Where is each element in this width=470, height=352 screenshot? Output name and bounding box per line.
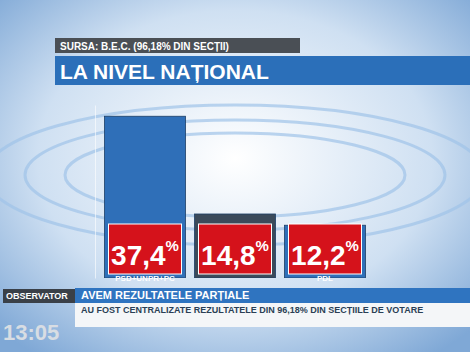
ticker-headline: AVEM REZULTATELE PARȚIALE	[75, 288, 470, 303]
subtitle: SURSA: B.E.C. (96,18% DIN SECȚII)	[60, 41, 229, 52]
label-box	[289, 224, 362, 274]
title: LA NIVEL NAȚIONAL	[60, 60, 269, 83]
x-tick-label: PDL	[317, 274, 333, 283]
bars	[105, 116, 366, 278]
data-label: 12,2%	[291, 237, 359, 271]
x-tick: PSD+UNPR+PC	[115, 274, 175, 283]
bar	[195, 214, 276, 278]
show-name: OBSERVATOR	[3, 289, 75, 303]
screen: SURSA: B.E.C. (96,18% DIN SECȚII) LA NIVE…	[0, 0, 470, 352]
subtitle-bg	[55, 38, 300, 53]
x-tick: PDL	[317, 274, 333, 283]
y-axis	[95, 106, 96, 279]
background	[0, 0, 470, 352]
data-label: 14,8%	[201, 237, 269, 271]
ring	[25, 120, 445, 230]
clock: 13:05	[3, 318, 75, 348]
title-bg	[55, 56, 470, 85]
x-axis: PSD+UNPR+PC PDL	[115, 274, 333, 283]
x-tick-label: PSD+UNPR+PC	[115, 274, 175, 283]
label-box	[109, 224, 182, 274]
y-axis-line	[95, 106, 96, 279]
ticker-text: AU FOST CENTRALIZATE REZULTATELE DIN 96,…	[75, 303, 470, 327]
bar	[105, 116, 186, 278]
data-label: 37,4%	[111, 237, 179, 271]
data-labels: 37,4% 14,8% 12,2%	[109, 224, 362, 274]
label-box	[199, 224, 272, 274]
